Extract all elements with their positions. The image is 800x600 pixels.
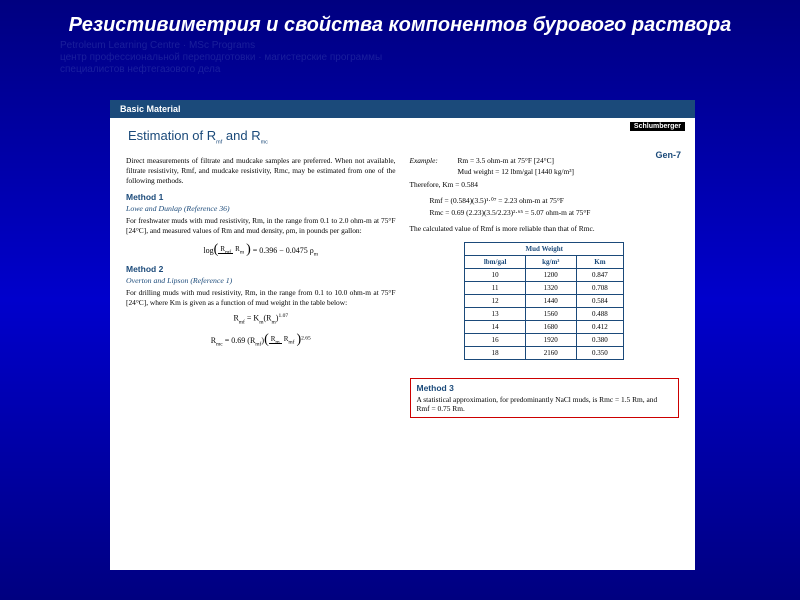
table-cell: 1680 xyxy=(526,320,577,333)
example-line: Mud weight = 12 lbm/gal [1440 kg/m³] xyxy=(458,167,574,176)
method1-heading: Method 1 xyxy=(126,192,396,202)
doc-subtitle: Estimation of Rmf and Rmc xyxy=(110,118,695,152)
method2-formula1: Rmf = Km(Rm)1.07 xyxy=(126,313,396,325)
method2-formula2: Rmc = 0.69 (Rmf)(RmRmf)2.65 xyxy=(126,332,396,348)
table-cell: 1200 xyxy=(526,268,577,281)
wm-line: специалистов нефтегазового дела xyxy=(60,64,382,76)
table-row: 1113200.708 xyxy=(465,281,624,294)
example-note: The calculated value of Rmf is more reli… xyxy=(410,224,680,234)
table-cell: 2160 xyxy=(526,346,577,359)
example-label: Example: xyxy=(410,156,458,165)
page-ref: Gen-7 xyxy=(655,150,681,160)
example-line: Rmc = 0.69 (2.23)(3.5/2.23)²·⁶⁵ = 5.07 o… xyxy=(410,208,680,218)
left-column: Direct measurements of filtrate and mudc… xyxy=(126,156,396,418)
table-header: Km xyxy=(576,255,624,268)
watermark: Petroleum Learning Centre · MSc Programs… xyxy=(60,40,382,76)
table-cell: 11 xyxy=(465,281,526,294)
wm-line: центр профессиональной переподготовки · … xyxy=(60,52,382,64)
table-row: 1315600.488 xyxy=(465,307,624,320)
table-cell: 12 xyxy=(465,294,526,307)
method2-ref: Overton and Lipson (Reference 1) xyxy=(126,276,396,285)
method1-text: For freshwater muds with mud resistivity… xyxy=(126,216,396,236)
method1-ref: Lowe and Dunlap (Reference 36) xyxy=(126,204,396,213)
table-cell: 0.488 xyxy=(576,307,624,320)
table-header: lbm/gal xyxy=(465,255,526,268)
method2-heading: Method 2 xyxy=(126,264,396,274)
mud-weight-table: Mud Weight lbm/galkg/m³Km 1012000.847111… xyxy=(464,242,624,360)
intro-text: Direct measurements of filtrate and mudc… xyxy=(126,156,396,186)
method3-text: A statistical approximation, for predomi… xyxy=(417,395,673,413)
table-row: 1214400.584 xyxy=(465,294,624,307)
logo: Schlumberger xyxy=(630,122,685,131)
table-cell: 13 xyxy=(465,307,526,320)
header-label: Basic Material xyxy=(120,104,181,114)
doc-header: Basic Material xyxy=(110,100,695,118)
method3-box: Method 3 A statistical approximation, fo… xyxy=(410,378,680,418)
table-row: 1416800.412 xyxy=(465,320,624,333)
table-cell: 0.412 xyxy=(576,320,624,333)
table-cell: 0.847 xyxy=(576,268,624,281)
table-cell: 0.584 xyxy=(576,294,624,307)
table-row: 1012000.847 xyxy=(465,268,624,281)
method1-formula: log(RmfRm) = 0.396 − 0.0475 ρm xyxy=(126,242,396,258)
table-cell: 18 xyxy=(465,346,526,359)
table-cell: 0.350 xyxy=(576,346,624,359)
table-row: 1619200.380 xyxy=(465,333,624,346)
right-column: Example:Rm = 3.5 ohm-m at 75°F [24°C] Mu… xyxy=(410,156,680,418)
wm-line: Petroleum Learning Centre · MSc Programs xyxy=(60,40,382,52)
table-cell: 1440 xyxy=(526,294,577,307)
table-cell: 0.380 xyxy=(576,333,624,346)
table-cell: 1320 xyxy=(526,281,577,294)
example-line: Rmf = (0.584)(3.5)¹·⁰⁷ = 2.23 ohm-m at 7… xyxy=(410,196,680,206)
table-cell: 16 xyxy=(465,333,526,346)
table-cell: 10 xyxy=(465,268,526,281)
table-caption: Mud Weight xyxy=(465,242,624,255)
formula-rhs: = 0.396 − 0.0475 ρ xyxy=(253,246,314,255)
method3-heading: Method 3 xyxy=(417,383,673,393)
table-row: 1821600.350 xyxy=(465,346,624,359)
table-header: kg/m³ xyxy=(526,255,577,268)
example-line: Rm = 3.5 ohm-m at 75°F [24°C] xyxy=(458,156,555,165)
formula-sub: m xyxy=(314,251,318,257)
table-cell: 1560 xyxy=(526,307,577,320)
document-page: Basic Material Schlumberger Estimation o… xyxy=(110,100,695,570)
table-cell: 1920 xyxy=(526,333,577,346)
table-cell: 14 xyxy=(465,320,526,333)
table-cell: 0.708 xyxy=(576,281,624,294)
method2-text: For drilling muds with mud resistivity, … xyxy=(126,288,396,308)
example-line: Therefore, Km = 0.584 xyxy=(410,180,680,190)
